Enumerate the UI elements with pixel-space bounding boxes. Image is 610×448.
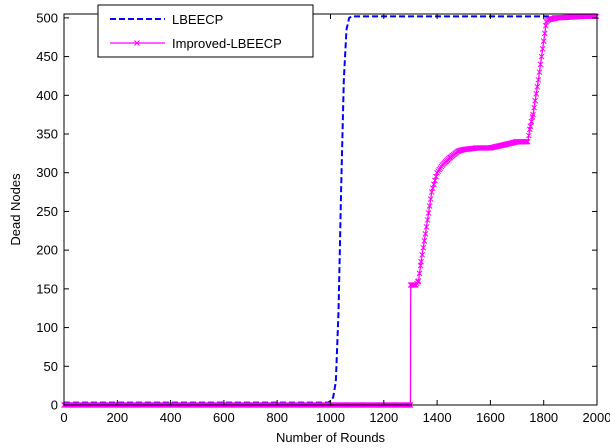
y-tick-label-2: 100: [36, 320, 58, 335]
legend: LBEECP Improved-LBEECP: [97, 4, 314, 58]
marker-1: [419, 251, 426, 258]
x-tick-label-4: 800: [266, 410, 288, 425]
marker-1: [425, 210, 432, 216]
marker-1: [420, 244, 427, 251]
y-tick-label-1: 50: [44, 359, 58, 374]
marker-1: [535, 76, 542, 83]
y-tick-label-9: 450: [36, 49, 58, 64]
y-tick-label-8: 400: [36, 88, 58, 103]
marker-1: [540, 38, 547, 44]
legend-marker-x: [134, 40, 140, 46]
marker-1: [536, 69, 543, 75]
marker-1: [427, 196, 434, 202]
marker-1: [522, 138, 529, 145]
marker-1: [523, 138, 530, 145]
x-tick-label-1: 200: [106, 410, 128, 425]
marker-1: [539, 45, 546, 52]
marker-1: [424, 217, 431, 223]
y-tick-label-4: 200: [36, 243, 58, 258]
marker-1: [534, 83, 541, 90]
marker-1: [528, 118, 535, 125]
plot-background: [64, 14, 597, 405]
y-tick-label-10: 500: [36, 10, 58, 25]
x-tick-label-0: 0: [60, 410, 67, 425]
marker-1: [541, 30, 548, 37]
plot-area: [64, 14, 597, 405]
x-tick-label-7: 1400: [423, 410, 452, 425]
legend-marker-improved-lbeecp: [134, 40, 140, 46]
x-tick-label-8: 1600: [476, 410, 505, 425]
marker-1: [532, 97, 539, 104]
legend-label-lbeecp: LBEECP: [172, 12, 223, 27]
y-tick-label-0: 0: [51, 398, 58, 413]
marker-1: [421, 238, 428, 244]
legend-box: [97, 4, 314, 58]
marker-1: [524, 138, 531, 145]
marker-1: [411, 282, 417, 288]
marker-1: [538, 53, 545, 60]
axes-layer: 0 200 400 600 800 1000 1200 1400 1600 1800 2000 0 50…: [36, 10, 610, 425]
x-tick-label-10: 2000: [583, 410, 610, 425]
marker-1: [415, 278, 422, 284]
marker-1: [418, 258, 424, 265]
y-tick-label-7: 350: [36, 127, 58, 142]
x-axis-label: Number of Rounds: [276, 430, 386, 445]
marker-1: [531, 104, 537, 111]
marker-1: [525, 132, 532, 139]
marker-1: [533, 90, 540, 97]
marker-1: [422, 231, 429, 237]
y-axis-label: Dead Nodes: [8, 173, 23, 246]
marker-1: [426, 203, 433, 209]
marker-1: [530, 111, 536, 118]
x-tick-label-9: 1800: [529, 410, 558, 425]
marker-1: [416, 270, 423, 277]
y-tick-label-5: 250: [36, 204, 58, 219]
x-tick-label-5: 1000: [316, 410, 345, 425]
marker-1: [537, 61, 544, 68]
series-layer: [61, 13, 600, 408]
marker-1: [423, 224, 430, 230]
x-tick-label-2: 400: [160, 410, 182, 425]
marker-1: [527, 123, 534, 130]
x-tick-label-3: 600: [213, 410, 235, 425]
y-tick-label-3: 150: [36, 281, 58, 296]
y-tick-label-6: 300: [36, 165, 58, 180]
legend-label-improved-lbeecp: Improved-LBEECP: [172, 36, 282, 51]
x-tick-label-6: 1200: [369, 410, 398, 425]
